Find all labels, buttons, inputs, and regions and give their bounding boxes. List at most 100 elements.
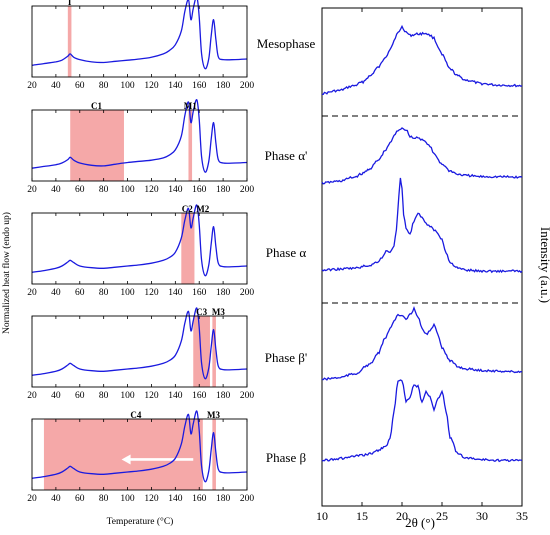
x-tick-label: 120	[144, 81, 159, 91]
phase-label: Phase α	[266, 245, 307, 260]
peak-annotation: C2	[182, 204, 193, 214]
xrd-x-tick-label: 25	[436, 509, 448, 523]
dsc-curve	[31, 307, 248, 380]
dsc-panels: 20 40 60 80 100 120 140 160 180 200 I 20 40 60 80 100 12…	[27, 0, 254, 504]
panel-frame	[31, 109, 248, 182]
x-tick-label: 60	[75, 288, 85, 298]
x-tick-label: 180	[216, 391, 231, 401]
phase-label: Phase α'	[265, 148, 308, 163]
xrd-pattern	[321, 127, 523, 185]
x-tick-label: 80	[99, 81, 109, 91]
x-tick-label: 120	[144, 185, 159, 195]
x-tick-label: 160	[192, 494, 207, 504]
peak-annotation: M2	[196, 204, 209, 214]
dsc-curve	[31, 0, 248, 70]
phase-label: Phase β	[266, 450, 307, 465]
x-tick-label: 100	[120, 391, 135, 401]
peak-annotation: I	[68, 0, 72, 7]
peak-annotation: M3	[212, 307, 225, 317]
x-tick-label: 140	[168, 185, 183, 195]
x-tick-label: 200	[240, 185, 255, 195]
x-tick-label: 160	[192, 288, 207, 298]
xrd-x-tick-label: 15	[356, 509, 368, 523]
x-tick-label: 140	[168, 288, 183, 298]
peak-annotation: C1	[91, 101, 102, 111]
x-tick-label: 60	[75, 494, 85, 504]
x-tick-label: 140	[168, 391, 183, 401]
dsc-panel-alpha: 20 40 60 80 100 120 140 160 180 200 C2 M2	[27, 204, 254, 298]
panel-frame	[31, 418, 248, 491]
x-tick-label: 40	[51, 391, 61, 401]
x-tick-label: 20	[27, 81, 37, 91]
x-tick-label: 180	[216, 81, 231, 91]
dsc-panel-alpha-prime: 20 40 60 80 100 120 140 160 180 200 C1 M1	[27, 99, 255, 195]
xrd-frame	[321, 7, 523, 507]
dsc-curve	[31, 99, 248, 173]
dsc-panel-mesophase: 20 40 60 80 100 120 140 160 180 200 I	[27, 0, 254, 91]
x-tick-label: 20	[27, 185, 37, 195]
x-tick-label: 40	[51, 288, 61, 298]
x-tick-label: 20	[27, 391, 37, 401]
highlight-band	[188, 110, 193, 181]
x-tick-label: 140	[168, 494, 183, 504]
dsc-panel-beta: 20 40 60 80 100 120 140 160 180 200 C4 M3	[27, 410, 254, 504]
x-tick-label: 40	[51, 185, 61, 195]
x-tick-label: 200	[240, 81, 255, 91]
dsc-curve	[31, 204, 248, 277]
x-tick-label: 180	[216, 185, 231, 195]
x-tick-label: 120	[144, 494, 159, 504]
x-tick-label: 80	[99, 391, 109, 401]
highlight-band	[43, 419, 203, 490]
xrd-y-axis-label: Intensity (a.u.)	[538, 227, 550, 303]
x-tick-label: 100	[120, 288, 135, 298]
x-tick-label: 80	[99, 288, 109, 298]
highlight-band	[212, 316, 216, 387]
xrd-pattern	[321, 305, 523, 381]
peak-annotation: C4	[130, 410, 141, 420]
xrd-pattern	[322, 24, 523, 96]
peak-annotation: M3	[207, 410, 220, 420]
x-tick-label: 60	[75, 391, 85, 401]
x-tick-label: 180	[216, 288, 231, 298]
x-tick-label: 180	[216, 494, 231, 504]
x-tick-label: 120	[144, 288, 159, 298]
x-tick-label: 20	[27, 494, 37, 504]
phase-label: Phase β'	[265, 350, 308, 365]
panel-frame	[31, 212, 248, 285]
x-tick-label: 40	[51, 81, 61, 91]
cooling-arrow-head	[121, 454, 131, 465]
panel-frame	[31, 5, 248, 78]
highlight-band	[67, 6, 72, 77]
x-tick-label: 160	[192, 391, 207, 401]
x-tick-label: 160	[192, 81, 207, 91]
highlight-band	[193, 316, 210, 387]
xrd-pattern	[321, 379, 523, 463]
x-tick-label: 20	[27, 288, 37, 298]
x-tick-label: 200	[240, 494, 255, 504]
xrd-x-tick-label: 35	[516, 509, 528, 523]
peak-annotation: M1	[184, 101, 197, 111]
xrd-x-tick-label: 30	[476, 509, 488, 523]
phase-label: Mesophase	[257, 36, 316, 51]
xrd-x-tick-label: 20	[396, 509, 408, 523]
peak-annotation: C3	[196, 307, 207, 317]
xrd-x-axis-label: 2θ (°)	[405, 515, 435, 530]
x-tick-label: 100	[120, 81, 135, 91]
x-tick-label: 60	[75, 81, 85, 91]
highlight-band	[181, 213, 195, 284]
panel-frame	[31, 315, 248, 388]
x-tick-label: 200	[240, 288, 255, 298]
x-tick-label: 80	[99, 494, 109, 504]
dsc-x-axis-label: Temperature (°C)	[107, 516, 174, 527]
highlight-band	[212, 419, 216, 490]
highlight-band	[70, 110, 124, 181]
x-tick-label: 100	[120, 494, 135, 504]
x-tick-label: 200	[240, 391, 255, 401]
x-tick-label: 160	[192, 185, 207, 195]
dsc-curve	[31, 410, 248, 483]
x-tick-label: 120	[144, 391, 159, 401]
x-tick-label: 80	[99, 185, 109, 195]
x-tick-label: 100	[120, 185, 135, 195]
dsc-panel-beta-prime: 20 40 60 80 100 120 140 160 180 200 C3 M3	[27, 307, 254, 401]
